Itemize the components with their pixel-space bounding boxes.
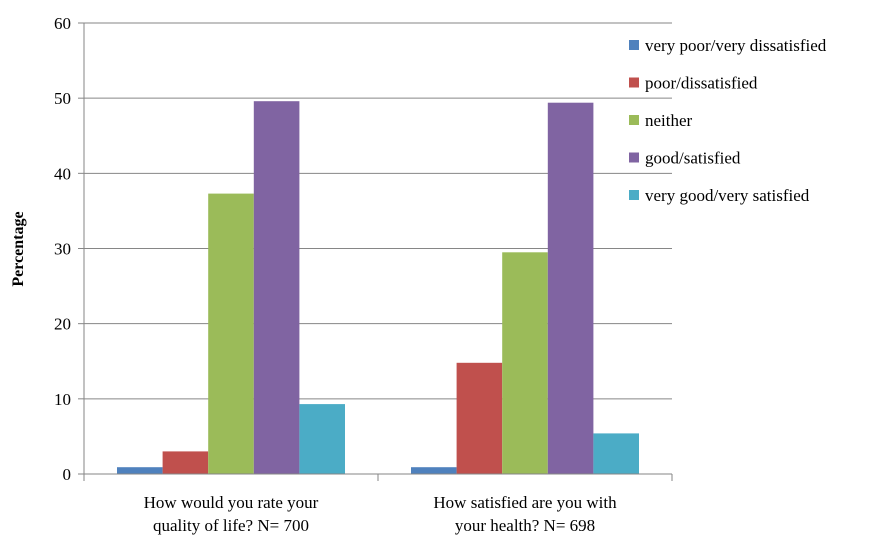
bar (456, 362, 503, 474)
y-tick-label: 60 (54, 14, 71, 33)
legend-label: good/satisfied (645, 149, 741, 168)
legend-swatch (629, 190, 639, 200)
bar (502, 252, 548, 474)
legend-swatch (629, 40, 639, 50)
legend-label: poor/dissatisfied (645, 74, 758, 93)
bar (547, 102, 594, 474)
bar (253, 101, 300, 474)
y-tick-label: 40 (54, 164, 71, 183)
bar (162, 451, 209, 474)
y-tick-label: 50 (54, 89, 71, 108)
legend-label: very poor/very dissatisfied (645, 36, 827, 55)
y-tick-label: 30 (54, 240, 71, 259)
category-label: How satisfied are you with (433, 493, 617, 512)
bar (299, 404, 345, 474)
legend-label: very good/very satisfied (645, 186, 810, 205)
bar (593, 433, 639, 474)
y-tick-labels: 0 10 20 30 40 50 60 (54, 14, 71, 484)
category-labels: How would you rate your quality of life? … (144, 493, 617, 535)
bar (411, 467, 457, 474)
y-tick-label: 20 (54, 315, 71, 334)
bar (208, 193, 254, 474)
legend-swatch (629, 152, 639, 163)
bar (117, 467, 163, 474)
legend: very poor/very dissatisfied poor/dissatis… (629, 36, 827, 205)
y-tick-label: 10 (54, 390, 71, 409)
category-label: your health? N= 698 (455, 516, 595, 535)
bars (117, 101, 639, 474)
legend-swatch (629, 115, 639, 125)
y-tick-label: 0 (63, 465, 72, 484)
category-label: How would you rate your (144, 493, 319, 512)
category-label: quality of life? N= 700 (153, 516, 309, 535)
legend-label: neither (645, 111, 693, 130)
x-tick-marks (83, 474, 673, 481)
y-axis-label: Percentage (10, 211, 27, 286)
legend-swatch (629, 77, 639, 88)
